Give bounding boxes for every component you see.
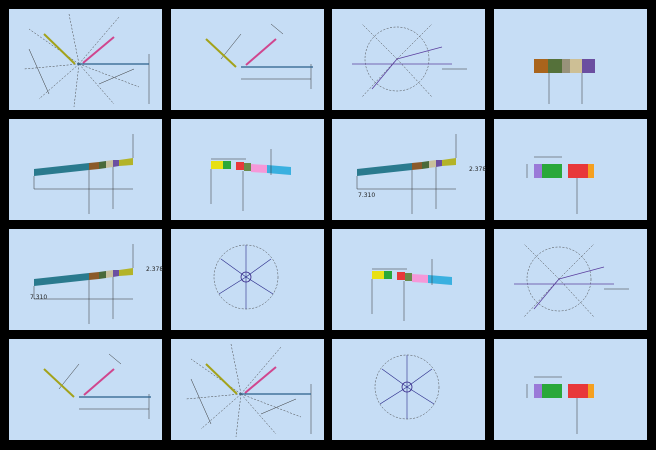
tile[interactable] <box>9 9 162 110</box>
dimension-label: 2.378 <box>146 266 163 273</box>
tile[interactable] <box>9 339 162 440</box>
dimension-labels: 2.378 7.310 2.378 7.310 <box>30 166 486 301</box>
tiles <box>9 9 647 440</box>
tile[interactable] <box>171 9 324 110</box>
tile[interactable] <box>171 339 324 440</box>
dimension-label: 7.310 <box>30 294 47 301</box>
tile[interactable] <box>171 229 324 330</box>
tile[interactable] <box>494 229 647 330</box>
dimension-label: 7.310 <box>358 192 375 199</box>
tile[interactable] <box>332 339 485 440</box>
tile[interactable] <box>332 9 485 110</box>
dimension-label: 2.378 <box>469 166 486 173</box>
